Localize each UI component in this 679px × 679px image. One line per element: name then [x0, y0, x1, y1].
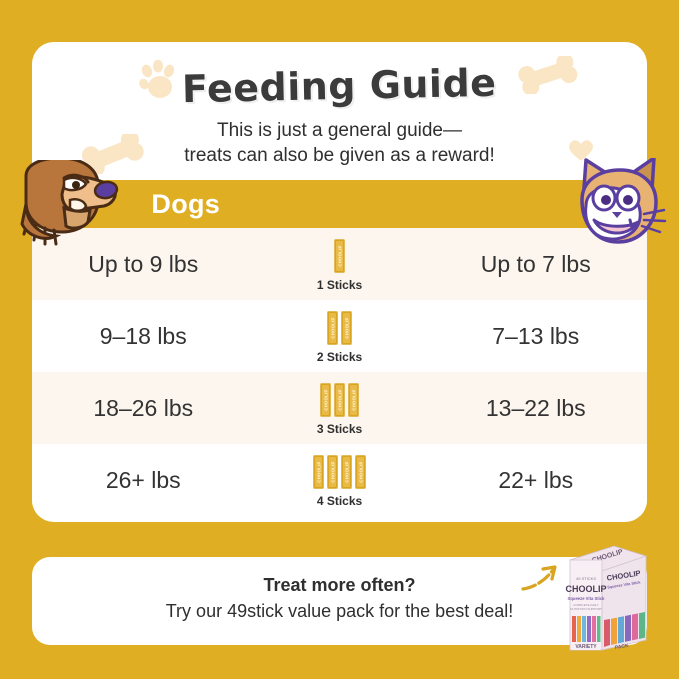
table-row: 26+ lbs CHOOLIP CHOOLIP CHOOLIP CHOOLIP 4 Sti… [32, 444, 647, 516]
cat-weight-value: 22+ lbs [498, 466, 574, 493]
treat-stick-icon: CHOOLIP [313, 454, 324, 489]
title-container: Feeding Guide [32, 58, 647, 114]
stick-brand-label: CHOOLIP [323, 388, 328, 411]
stick-group: CHOOLIP CHOOLIP CHOOLIP [320, 381, 359, 417]
stick-brand-label: CHOOLIP [316, 460, 321, 483]
treat-stick-icon: CHOOLIP [341, 310, 352, 345]
page-subtitle: This is just a general guide— treats can… [32, 118, 647, 168]
stick-count-caption: 4 Sticks [316, 493, 363, 508]
stick-brand-label: CHOOLIP [344, 460, 349, 483]
svg-text:Squeeze Vita Stick: Squeeze Vita Stick [607, 580, 642, 589]
treat-stick-icon: CHOOLIP [341, 454, 352, 489]
stick-brand-label: CHOOLIP [358, 460, 363, 483]
promo-card: Treat more often? Try our 49stick value … [32, 557, 647, 645]
promo-text: Treat more often? Try our 49stick value … [32, 573, 647, 625]
treat-stick-icon: CHOOLIP [334, 382, 345, 417]
treat-stick-icon: CHOOLIP [327, 310, 338, 345]
treat-stick-icon: CHOOLIP [320, 382, 331, 417]
cat-weight-value: 13–22 lbs [485, 394, 586, 421]
product-box-image: CHOOLIP 49 STICKS CHOOLIP Squeeze Vita S… [565, 545, 648, 651]
dog-mascot-icon [20, 160, 119, 246]
stick-brand-label: CHOOLIP [330, 316, 335, 339]
stick-count-caption: 3 Sticks [316, 421, 363, 436]
treat-stick-icon: CHOOLIP [355, 454, 366, 489]
feeding-table-rows: Up to 9 lbs CHOOLIP 1 Sticks Up to 7 lbs 9–1… [32, 228, 647, 522]
page-title: Feeding Guide [179, 58, 499, 114]
subtitle-line-1: This is just a general guide— [216, 120, 462, 141]
sticks-cell: CHOOLIP CHOOLIP 2 Sticks [265, 309, 415, 364]
svg-text:Squeeze Vita Stick: Squeeze Vita Stick [568, 596, 606, 601]
cat-weight-value: Up to 7 lbs [480, 250, 591, 277]
sticks-cell: CHOOLIP CHOOLIP CHOOLIP 3 Sticks [265, 381, 415, 436]
stick-brand-label: CHOOLIP [337, 388, 342, 411]
table-row: 18–26 lbs CHOOLIP CHOOLIP CHOOLIP 3 Sticks 13… [32, 372, 647, 444]
svg-text:NUTRITION SUPPORT: NUTRITION SUPPORT [570, 607, 602, 611]
svg-text:COMPLETE DAILY: COMPLETE DAILY [573, 603, 599, 607]
cat-mascot-icon [580, 158, 667, 244]
column-header-dogs: Dogs [151, 188, 221, 219]
treat-stick-icon: CHOOLIP [327, 454, 338, 489]
stick-brand-label: CHOOLIP [330, 460, 335, 483]
feeding-guide-card: Feeding Guide This is just a general gui… [32, 42, 647, 522]
stick-group: CHOOLIP [334, 237, 345, 273]
dog-weight-value: 26+ lbs [105, 466, 181, 493]
svg-text:49 STICKS: 49 STICKS [576, 576, 596, 581]
stick-group: CHOOLIP CHOOLIP CHOOLIP CHOOLIP [313, 453, 366, 489]
promo-subline: Try our 49stick value pack for the best … [165, 601, 514, 621]
stick-brand-label: CHOOLIP [337, 244, 342, 267]
treat-stick-icon: CHOOLIP [348, 382, 359, 417]
stick-count-caption: 1 Sticks [316, 277, 363, 292]
svg-text:VARIETY: VARIETY [575, 644, 597, 650]
promo-headline: Treat more often? [263, 575, 416, 595]
treat-stick-icon: CHOOLIP [334, 238, 345, 273]
table-row: 9–18 lbs CHOOLIP CHOOLIP 2 Sticks 7–13 lbs [32, 300, 647, 372]
dog-weight-value: 18–26 lbs [93, 394, 194, 421]
sticks-cell: CHOOLIP CHOOLIP CHOOLIP CHOOLIP 4 Sticks [265, 453, 415, 508]
table-header-band: Dogs Cats [32, 180, 647, 228]
svg-text:CHOOLIP: CHOOLIP [565, 584, 606, 594]
curved-arrow-icon [521, 565, 557, 591]
stick-count-caption: 2 Sticks [316, 349, 363, 364]
table-row: Up to 9 lbs CHOOLIP 1 Sticks Up to 7 lbs [32, 228, 647, 300]
dog-weight-value: 9–18 lbs [99, 322, 187, 349]
stick-brand-label: CHOOLIP [344, 316, 349, 339]
subtitle-line-2: treats can also be given as a reward! [184, 145, 495, 166]
dog-weight-value: Up to 9 lbs [88, 250, 199, 277]
sticks-cell: CHOOLIP 1 Sticks [265, 237, 415, 292]
stick-group: CHOOLIP CHOOLIP [327, 309, 352, 345]
stick-brand-label: CHOOLIP [351, 388, 356, 411]
svg-text:PACK: PACK [615, 643, 630, 651]
cat-weight-value: 7–13 lbs [492, 322, 580, 349]
